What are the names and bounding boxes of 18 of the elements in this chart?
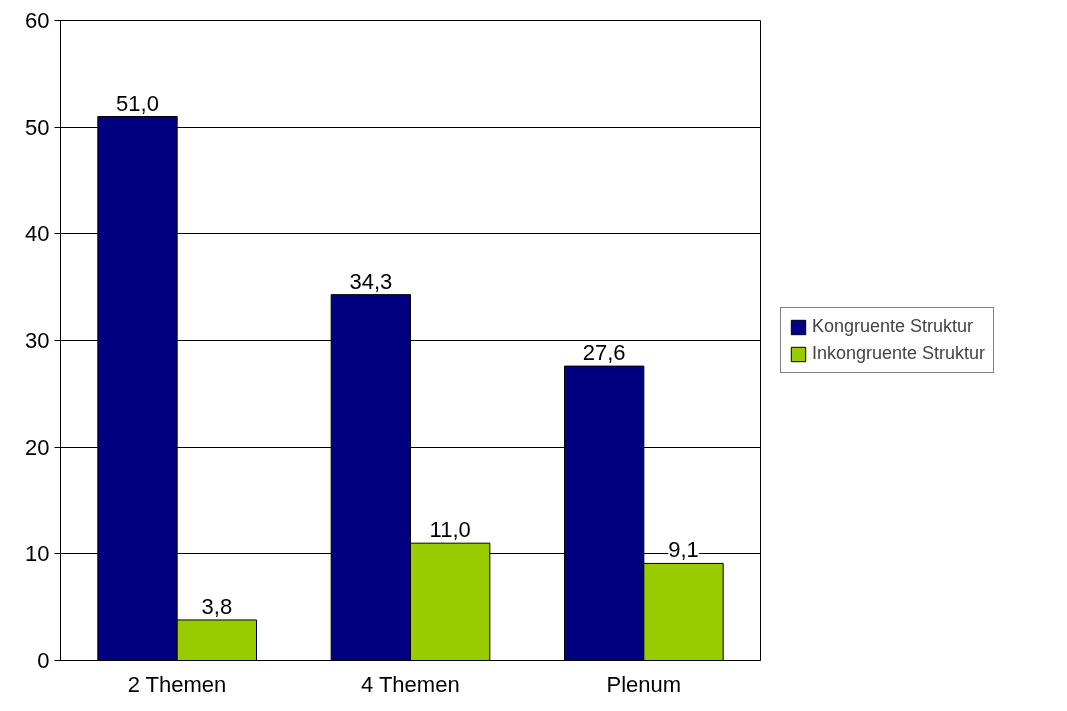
y-tick-label: 20: [25, 434, 50, 460]
x-tick-label: Plenum: [606, 671, 682, 697]
data-label: 11,0: [429, 517, 471, 543]
data-label: 27,6: [582, 340, 626, 366]
data-label: 9,1: [668, 537, 699, 563]
y-tick-label: 10: [25, 541, 50, 567]
data-label: 51,0: [116, 90, 159, 116]
x-tick-label: 2 Themen: [127, 671, 227, 697]
y-tick-label: 40: [25, 221, 50, 247]
y-tick-label: 50: [25, 114, 50, 140]
y-tick-label: 60: [25, 8, 50, 33]
y-tick-label: 30: [25, 328, 50, 353]
x-tick-label: 4 Themen: [360, 671, 460, 697]
y-tick-label: 0: [37, 648, 50, 673]
legend-label: Kongruente Struktur: [812, 316, 974, 337]
legend-label: Inkongruente Struktur: [812, 343, 986, 364]
data-label: 3,8: [201, 593, 233, 619]
data-label: 34,3: [349, 268, 393, 294]
